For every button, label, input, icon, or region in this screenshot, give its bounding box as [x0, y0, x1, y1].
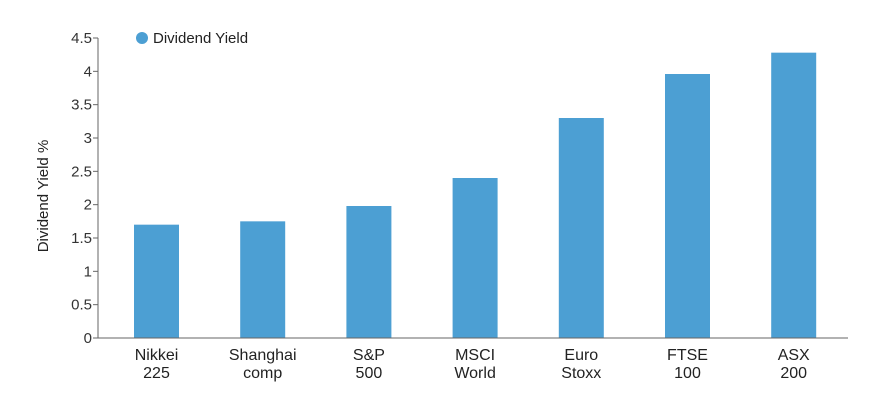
- y-axis-title: Dividend Yield %: [35, 140, 52, 253]
- x-axis-labels: Nikkei 225 Shanghai comp S&P 500 MSCI World Euro…: [135, 347, 810, 382]
- x-tick-label: Euro Stoxx: [561, 347, 601, 382]
- x-tick-label-line: comp: [243, 365, 282, 382]
- legend-label-dividend-yield: Dividend Yield: [153, 30, 248, 47]
- y-axis: 0 0.5 1 1.5 2 2.5 3 3.5 4 4.5: [71, 30, 99, 347]
- bar: [134, 224, 179, 338]
- y-tick-label: 4: [84, 63, 92, 80]
- x-tick-label-line: Shanghai: [229, 347, 297, 364]
- bar: [771, 52, 817, 339]
- bar: [665, 74, 710, 338]
- y-tick-label: 1: [84, 263, 92, 280]
- y-tick-label: 0.5: [71, 297, 92, 314]
- y-tick-label: 0: [84, 330, 92, 347]
- x-tick-label: ASX 200: [778, 347, 810, 382]
- x-tick-label: FTSE 100: [667, 347, 708, 382]
- y-tick-label: 2.5: [71, 163, 92, 180]
- x-tick-label-line: 500: [356, 365, 383, 382]
- bar: [240, 221, 286, 338]
- x-tick-label: Shanghai comp: [229, 347, 297, 382]
- x-tick-label-line: Nikkei: [135, 347, 179, 364]
- x-tick-label-line: MSCI: [455, 347, 495, 364]
- x-tick-label-line: 225: [143, 365, 170, 382]
- x-tick-label-line: Stoxx: [561, 365, 601, 382]
- x-tick-label: S&P 500: [353, 347, 385, 382]
- x-tick-label-line: World: [454, 365, 496, 382]
- y-tick-label: 3: [84, 130, 92, 147]
- x-tick-label-line: Euro: [564, 347, 598, 364]
- y-tick-label: 3.5: [71, 97, 92, 114]
- y-tick-label: 1.5: [71, 230, 92, 247]
- x-tick-label-line: 200: [780, 365, 807, 382]
- x-tick-label-line: 100: [674, 365, 701, 382]
- x-tick-label-line: S&P: [353, 347, 385, 364]
- x-tick-label: Nikkei 225: [135, 347, 179, 382]
- bar: [346, 206, 392, 338]
- bars: [134, 52, 817, 339]
- legend: Dividend Yield: [136, 30, 248, 47]
- x-tick-label-line: ASX: [778, 347, 810, 364]
- x-tick-label: MSCI World: [454, 347, 496, 382]
- bar: [558, 118, 604, 338]
- bar: [452, 178, 498, 338]
- legend-swatch-dividend-yield: [136, 32, 148, 44]
- y-tick-label: 2: [84, 197, 92, 214]
- x-tick-label-line: FTSE: [667, 347, 708, 364]
- y-tick-label: 4.5: [71, 30, 92, 47]
